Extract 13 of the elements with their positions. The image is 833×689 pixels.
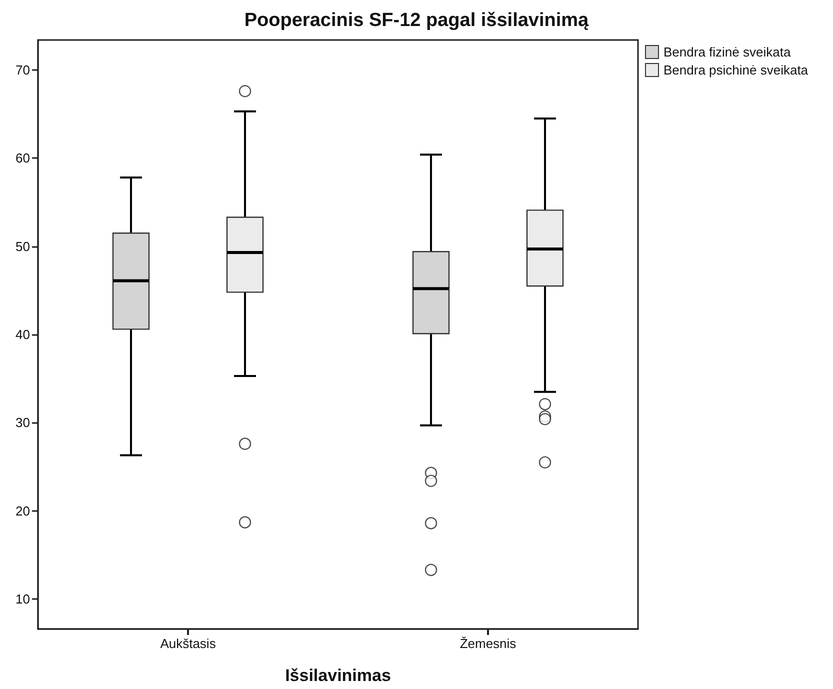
y-tick-label: 50 (16, 238, 30, 254)
y-tick-label: 70 (16, 62, 30, 78)
x-tick-label: Žemesnis (460, 636, 517, 651)
x-tick-label: Aukštasis (160, 636, 216, 651)
legend-label: Bendra fizinė sveikata (664, 44, 792, 60)
y-tick-label: 40 (16, 327, 30, 342)
y-tick-label: 30 (16, 415, 30, 430)
y-tick-label: 60 (16, 150, 30, 166)
y-tick-label: 10 (16, 592, 30, 607)
chart-title: Pooperacinis SF-12 pagal išsilavinimą (244, 10, 590, 31)
legend-label: Bendra psichinė sveikata (664, 62, 809, 78)
x-axis-title: Išsilavinimas (285, 666, 391, 685)
y-tick-label: 20 (16, 503, 30, 518)
